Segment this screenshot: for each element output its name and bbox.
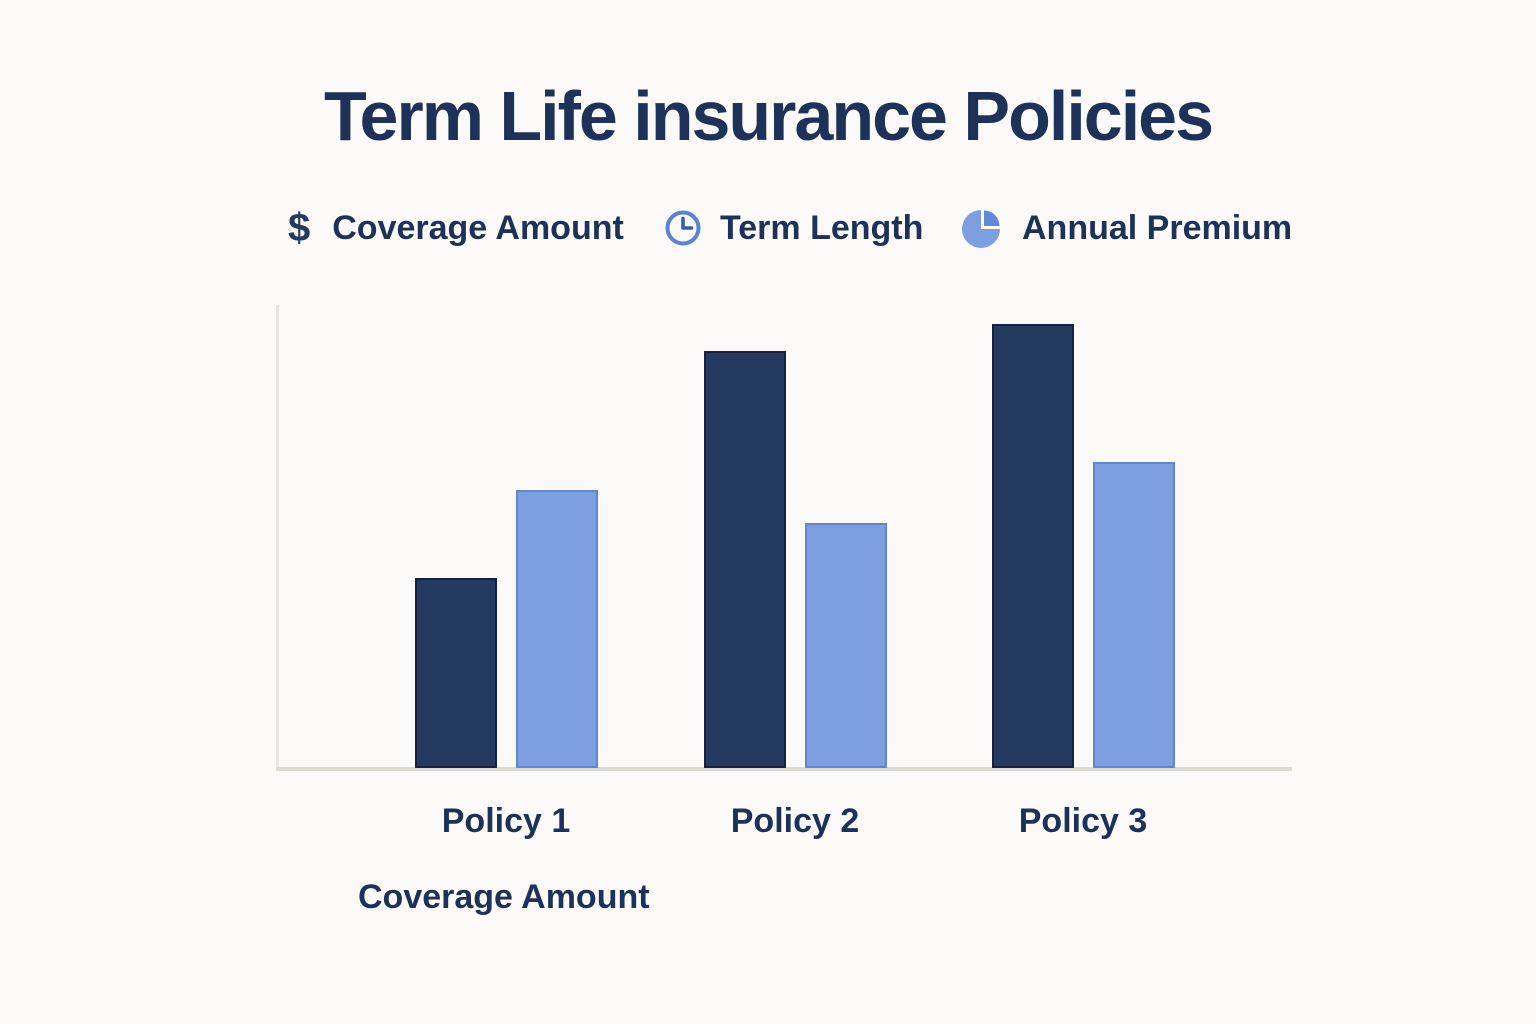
legend-item-coverage-amount: $ Coverage Amount	[288, 202, 624, 254]
bar-policy-1-annual-premium	[516, 490, 598, 768]
legend-item-annual-premium: Annual Premium	[960, 202, 1292, 254]
y-axis-line	[276, 305, 279, 769]
bar-policy-1-coverage-amount	[415, 578, 497, 768]
category-label-policy-3: Policy 3	[1018, 802, 1148, 840]
bar-policy-2-annual-premium	[805, 523, 887, 768]
category-label-policy-1: Policy 1	[441, 802, 571, 840]
pie-chart-icon	[960, 206, 1004, 250]
legend-label-coverage-amount: Coverage Amount	[332, 208, 624, 247]
legend-item-term-length: Term Length	[664, 202, 923, 254]
page-title: Term Life insurance Policies	[323, 77, 1214, 155]
category-label-policy-2: Policy 2	[730, 802, 860, 840]
x-axis-line	[276, 767, 1292, 771]
bar-policy-2-coverage-amount	[704, 351, 786, 768]
legend-label-annual-premium: Annual Premium	[1022, 208, 1293, 247]
legend-label-term-length: Term Length	[720, 208, 924, 247]
bar-policy-3-annual-premium	[1093, 462, 1175, 768]
dollar-icon: $	[288, 206, 311, 250]
x-axis-title: Coverage Amount	[358, 878, 650, 916]
bar-policy-3-coverage-amount	[992, 324, 1074, 768]
legend: $ Coverage Amount Term Length Annual Pre…	[0, 202, 1536, 254]
clock-icon	[664, 209, 702, 247]
